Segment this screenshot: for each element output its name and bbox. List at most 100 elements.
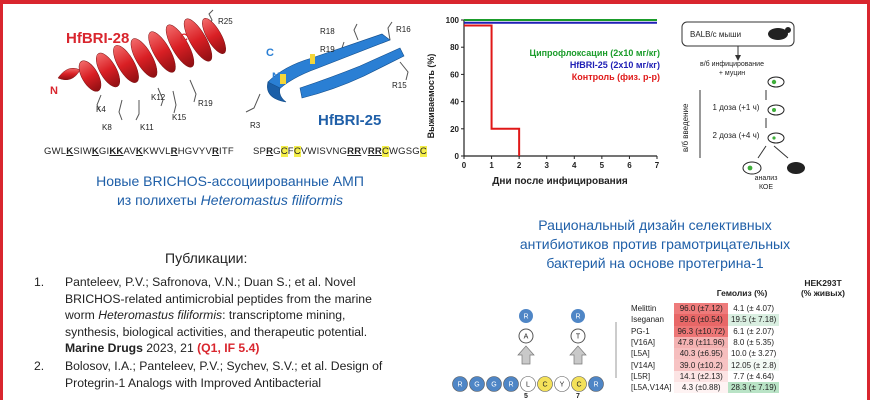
residue-label: K15 (172, 113, 187, 122)
caption-right-line3: бактерий на основе протегрина-1 (546, 255, 764, 271)
chain-residue-circle (554, 376, 570, 392)
pub-text: Panteleev, P.V.; Safronova, V.N.; Duan S… (65, 275, 356, 289)
residue-label: K4 (96, 105, 106, 114)
chain-residue-letter: G (474, 382, 479, 389)
peptide-name: [L5A,V14A] (631, 383, 672, 393)
residue-circle (519, 309, 533, 323)
arrow-up-icon (569, 345, 587, 365)
pub-text: worm Heteromastus filiformis: transcript… (65, 308, 346, 322)
residue-label: K8 (102, 123, 112, 132)
header-hemolysis: Гемолиз (%) (716, 288, 768, 298)
experiment-scheme: BALB/c мыши в/б инфицирование + муцин 1 д… (681, 21, 805, 190)
chain-residue-circle (486, 376, 502, 392)
peptide-name: Melittin (631, 304, 657, 314)
peptide-name: [V16A] (631, 338, 656, 348)
peptide-diagram: R R A T R G G R L C Y C R 5 7 (452, 309, 617, 400)
x-tick-label: 6 (627, 161, 632, 170)
residue-letter: A (524, 334, 529, 341)
hemolysis-value: 96.0 (±7.12) (674, 303, 729, 315)
y-axis-label: Выживаемость (%) (426, 54, 436, 139)
legend-hfbri25: HfBRI-25 (2x10 мг/кг) (570, 60, 660, 70)
pub-number: 2. (34, 359, 45, 373)
peptide-name: [V14A] (631, 360, 656, 370)
table-row: [V14A] 39.0 (±10.2) 12.05 (± 2.8) (628, 359, 780, 371)
residue-circle (518, 328, 534, 344)
x-tick-label: 3 (544, 161, 549, 170)
legend-cipro: Ципрофлоксацин (2x10 мг/кг) (530, 48, 660, 58)
chain-residue-letter: R (508, 382, 513, 389)
residue-label: R25 (218, 17, 233, 26)
chain-residue-letter: R (593, 382, 598, 389)
page-border-left (0, 0, 3, 400)
survival-chart: 0 1 2 3 4 5 6 7 0 20 40 60 80 100 Выживаемость (%) Дн… (426, 16, 660, 187)
y-tick-label: 20 (450, 125, 459, 134)
hfbri25-n-term: N (272, 71, 280, 83)
residue-letter: R (575, 314, 580, 321)
y-tick-label: 100 (446, 16, 460, 25)
chain-residue-circle (571, 376, 587, 392)
legend-control: Контроль (физ. р-р) (572, 72, 660, 82)
publications-title: Публикации: (165, 250, 248, 266)
scheme-dose1: 1 доза (+1 ч) (713, 103, 760, 112)
chain-residue-letter: C (576, 382, 581, 389)
chain-residue-circle (469, 376, 485, 392)
hemolysis-value: 99.6 (±0.54) (674, 314, 729, 326)
hek-value: 10.0 (± 3.27) (728, 348, 780, 360)
residue-label: K11 (140, 123, 154, 132)
hfbri28-title: HfBRI-28 (66, 30, 130, 47)
publication-2: 2. Bolosov, I.A.; Panteleev, P.V.; Syche… (34, 358, 429, 391)
pub-text: Protegrin-1 Analogs with Improved Antiba… (65, 375, 322, 390)
hfbri25-structure: C N R16 R18 R19 R15 R3 (245, 21, 411, 130)
hemolysis-value: 39.0 (±10.2) (674, 359, 729, 371)
residue-label: R3 (250, 121, 261, 130)
hfbri25-sequence: SPRGCFCVWISVNGRRVRRCWGSGC (253, 146, 427, 157)
chain-residue-letter: G (491, 382, 496, 389)
hfbri28-c-term: C (180, 32, 188, 44)
table-row: [V16A] 47.8 (±11.96) 8.0 (± 5.35) (628, 336, 780, 349)
position-number: 7 (576, 393, 580, 400)
arrow-up-icon (517, 345, 535, 365)
hfbri25-title: HfBRI-25 (318, 112, 382, 129)
chain-residue-letter: Y (560, 382, 565, 389)
mouse-icon (742, 27, 805, 175)
scheme-mice: BALB/c мыши (690, 30, 741, 39)
x-tick-label: 0 (462, 161, 467, 170)
residue-circle (570, 328, 586, 344)
position-number: 5 (524, 393, 528, 400)
page-border-top (0, 0, 870, 4)
residue-letter: T (576, 334, 581, 341)
scheme-infection: в/б инфицирование + муцин (700, 60, 764, 77)
hfbri25-c-term: C (266, 47, 274, 59)
pub-text: Bolosov, I.A.; Panteleev, P.V.; Sychev, … (65, 359, 383, 373)
chain-residue-circle (520, 376, 536, 392)
hemolysis-value: 47.8 (±11.96) (674, 336, 729, 349)
x-tick-label: 4 (572, 161, 577, 170)
hemolysis-value: 96.3 (±10.72) (674, 325, 729, 337)
caption-left-line1: Новые BRICHOS-ассоциированные АМП (96, 173, 364, 189)
y-tick-label: 40 (450, 98, 459, 107)
caption-left: Новые BRICHOS-ассоциированные АМП из пол… (40, 172, 420, 210)
hemolysis-value: 40.3 (±6.95) (674, 348, 729, 360)
scheme-analysis: анализ КОЕ (755, 175, 778, 190)
pub-journal: Marine Drugs 2023, 21 (Q1, IF 5.4) (65, 341, 260, 355)
hek-value: 4.1 (± 4.07) (728, 303, 780, 315)
caption-left-line2: из полихеты Heteromastus filiformis (116, 192, 344, 208)
hek-value: 12.05 (± 2.8) (728, 359, 780, 371)
page-border-right (867, 0, 870, 400)
pub-number: 1. (34, 275, 45, 289)
residue-label: R16 (396, 25, 411, 34)
hek-value: 6.1 (± 2.07) (728, 325, 780, 337)
peptide-name: [L5A] (631, 349, 650, 359)
peptide-name: Iseganan (631, 315, 664, 325)
residue-label: R15 (392, 81, 407, 90)
hek-value: 8.0 (± 5.35) (728, 336, 780, 349)
y-tick-label: 80 (450, 43, 459, 52)
caption-right-line2: антибиотиков против грамотрицательных (519, 236, 791, 252)
table-row: Iseganan 99.6 (±0.54) 19.5 (± 7.18) (628, 314, 780, 326)
toxicity-rows: Melittin 96.0 (±7.12) 4.1 (± 4.07) Iseganan… (628, 303, 780, 394)
y-tick-label: 0 (455, 152, 460, 161)
residue-circle (571, 309, 585, 323)
chain-residue-letter: R (457, 382, 462, 389)
hek-value: 19.5 (± 7.18) (728, 314, 780, 326)
pub-text: BRICHOS-related antimicrobial peptides f… (65, 291, 372, 306)
